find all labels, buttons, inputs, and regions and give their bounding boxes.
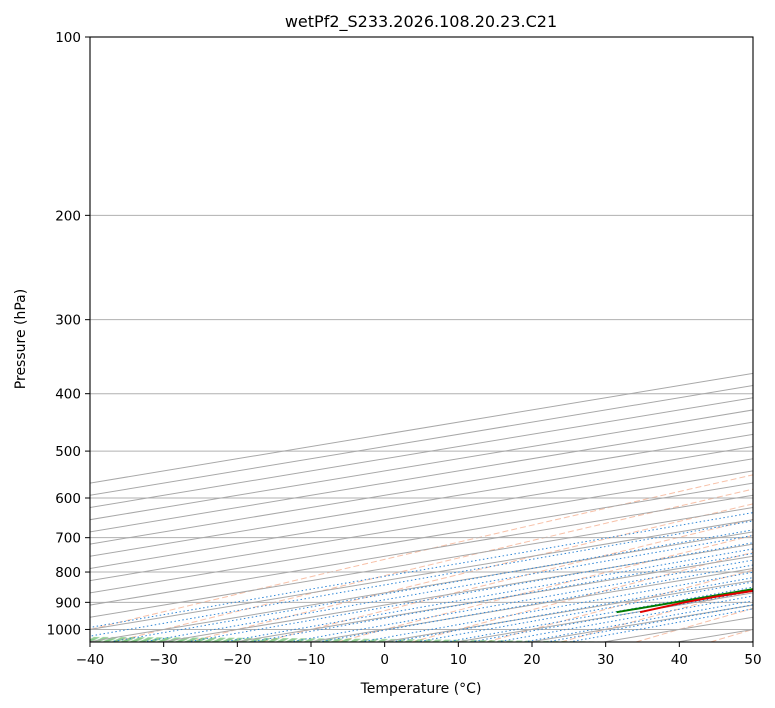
- dry-adiabat-line: [635, 607, 753, 642]
- mixing-ratio-line: [90, 520, 753, 637]
- isotherm-line: [90, 506, 753, 618]
- y-tick-label: 1000: [47, 622, 81, 638]
- mixing-ratio-line: [496, 595, 753, 642]
- mixing-ratio-line: [186, 542, 753, 642]
- isotherm-line: [90, 470, 753, 582]
- isotherm-line: [90, 531, 753, 642]
- isotherm-line: [529, 604, 753, 642]
- y-tick-label: 300: [55, 313, 81, 329]
- dry-adiabat-line: [710, 628, 753, 642]
- isotherm-line: [308, 567, 753, 642]
- mixing-ratio-line: [360, 571, 753, 642]
- x-tick-label: 40: [671, 652, 688, 668]
- mixing-ratio-line: [223, 548, 753, 642]
- x-tick-label: 10: [450, 652, 467, 668]
- isotherm-line: [90, 446, 753, 557]
- y-tick-label: 900: [55, 595, 81, 611]
- mixing-ratio-line: [289, 559, 753, 642]
- x-tick-label: 20: [523, 652, 540, 668]
- isotherm-line: [677, 628, 753, 642]
- isotherm-line: [90, 397, 753, 509]
- mixing-ratio-line: [143, 534, 753, 642]
- axes: −40 −30 −20 −10 0 10 20 30 40 50 100 200 300 400 500 60…: [47, 30, 762, 668]
- mixing-ratio-line: [523, 600, 753, 642]
- y-axis-label: Pressure (hPa): [13, 289, 29, 389]
- mixing-ratio-line: [109, 529, 753, 642]
- y-tick-label: 700: [55, 531, 81, 547]
- mixing-ratio-line: [470, 590, 753, 642]
- dry-adiabat-line: [336, 534, 753, 642]
- mixing-ratio-line: [90, 512, 753, 628]
- x-tick-label: −20: [223, 652, 252, 668]
- isotherm-line: [90, 494, 753, 606]
- x-axis-label: Temperature (°C): [360, 681, 482, 697]
- mixing-ratio-line: [546, 604, 753, 642]
- isotherm-line: [235, 555, 753, 642]
- y-tick-label: 100: [55, 30, 81, 46]
- y-tick-label: 400: [55, 387, 81, 403]
- chart-title: wetPf2_S233.2026.108.20.23.C21: [285, 12, 557, 32]
- mixing-ratio-line: [391, 577, 753, 642]
- isotherm-line: [90, 409, 753, 521]
- isotherm-line: [90, 519, 753, 630]
- x-tick-label: −30: [149, 652, 178, 668]
- isotherm-line: [750, 641, 753, 642]
- y-tick-label: 600: [55, 491, 81, 507]
- y-tick-label: 800: [55, 565, 81, 581]
- x-tick-label: −10: [297, 652, 326, 668]
- y-tick-label: 500: [55, 444, 81, 460]
- y-tick-label: 200: [55, 208, 81, 224]
- dry-adiabat-line: [90, 474, 753, 630]
- dry-adiabat-line: [561, 588, 753, 642]
- isotherm-line: [382, 580, 753, 642]
- x-tick-label: −40: [76, 652, 105, 668]
- isotherm-line: [90, 421, 753, 533]
- isotherm-line: [456, 592, 753, 642]
- isotherm-line: [90, 385, 753, 496]
- mixing-ratio-line: [446, 586, 753, 642]
- dry-adiabat-line: [411, 551, 753, 642]
- isotherm-line: [90, 372, 753, 484]
- x-tick-label: 30: [597, 652, 614, 668]
- isotherm-line: [161, 543, 753, 642]
- plot-frame: [89, 36, 754, 643]
- x-tick-label: 50: [744, 652, 761, 668]
- x-tick-label: 0: [380, 652, 389, 668]
- isotherm-line: [90, 458, 753, 569]
- mixing-ratio-line: [569, 608, 753, 642]
- dry-adiabat-line: [187, 503, 753, 642]
- isotherm-line: [90, 433, 753, 545]
- dry-adiabat-line: [112, 488, 753, 642]
- isotherm-line: [90, 482, 753, 594]
- background-lines: [90, 37, 753, 642]
- mixing-ratio-line: [416, 581, 753, 642]
